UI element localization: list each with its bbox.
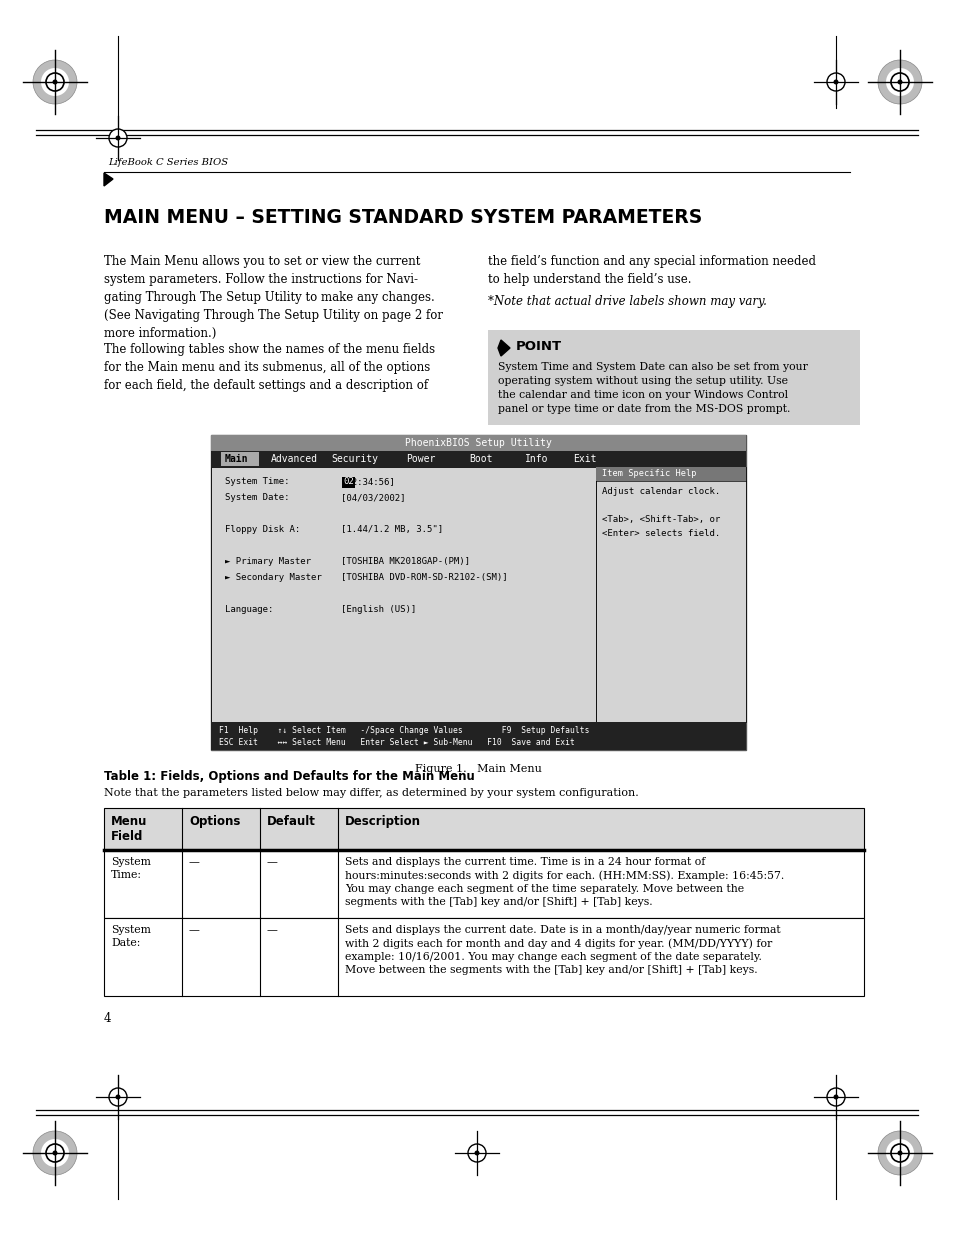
Circle shape (833, 1094, 838, 1099)
Text: the field’s function and any special information needed
to help understand the f: the field’s function and any special inf… (488, 254, 815, 287)
Text: The following tables show the names of the menu fields
for the Main menu and its: The following tables show the names of t… (104, 343, 435, 391)
Circle shape (109, 128, 127, 147)
Text: —: — (267, 925, 277, 935)
Bar (221, 452, 258, 466)
Text: System Time:: System Time: (225, 477, 289, 487)
Circle shape (826, 1088, 844, 1107)
Text: —: — (189, 857, 200, 867)
Circle shape (833, 79, 838, 84)
Text: Main: Main (225, 454, 248, 464)
Text: ► Secondary Master: ► Secondary Master (225, 573, 321, 582)
Text: Security: Security (331, 454, 377, 464)
Bar (211, 722, 745, 750)
Circle shape (890, 73, 908, 91)
Text: 4: 4 (104, 1011, 112, 1025)
Text: Options: Options (189, 815, 240, 827)
Circle shape (109, 1088, 127, 1107)
Circle shape (41, 1139, 69, 1167)
Bar (211, 467, 596, 722)
Text: Adjust calendar clock.

<Tab>, <Shift-Tab>, or
<Enter> selects field.: Adjust calendar clock. <Tab>, <Shift-Tab… (601, 487, 720, 537)
Text: Default: Default (267, 815, 315, 827)
Bar (211, 435, 745, 451)
Text: System
Time:: System Time: (111, 857, 151, 881)
Circle shape (474, 1151, 479, 1156)
Text: Language:: Language: (225, 605, 274, 614)
Text: —: — (189, 925, 200, 935)
Polygon shape (497, 340, 510, 356)
Circle shape (890, 1144, 908, 1162)
Text: Power: Power (406, 454, 435, 464)
Bar (211, 435, 745, 750)
Text: [TOSHIBA MK2018GAP-(PM)]: [TOSHIBA MK2018GAP-(PM)] (340, 557, 470, 566)
Text: Menu
Field: Menu Field (111, 815, 147, 844)
Circle shape (877, 61, 921, 104)
Circle shape (33, 61, 77, 104)
Text: [English (US)]: [English (US)] (340, 605, 416, 614)
Text: Advanced: Advanced (271, 454, 317, 464)
Text: Description: Description (345, 815, 420, 827)
Text: ► Primary Master: ► Primary Master (225, 557, 311, 566)
Text: System Date:: System Date: (225, 493, 289, 501)
Circle shape (885, 68, 913, 96)
Text: —: — (267, 857, 277, 867)
Text: POINT: POINT (516, 340, 561, 353)
Bar (104, 918, 863, 995)
Circle shape (115, 1094, 120, 1099)
Circle shape (115, 136, 120, 141)
Circle shape (52, 79, 57, 84)
Text: Info: Info (524, 454, 548, 464)
Text: Exit: Exit (573, 454, 596, 464)
Text: Item Specific Help: Item Specific Help (601, 469, 696, 478)
Circle shape (468, 1144, 485, 1162)
Circle shape (897, 1151, 902, 1156)
Bar (488, 330, 859, 425)
Text: Note that the parameters listed below may differ, as determined by your system c: Note that the parameters listed below ma… (104, 788, 639, 798)
Circle shape (826, 73, 844, 91)
Circle shape (33, 1131, 77, 1174)
Text: PhoenixBIOS Setup Utility: PhoenixBIOS Setup Utility (405, 438, 552, 448)
Text: *Note that actual drive labels shown may vary.: *Note that actual drive labels shown may… (488, 295, 766, 308)
Text: Boot: Boot (469, 454, 492, 464)
Text: System Time and System Date can also be set from your
operating system without u: System Time and System Date can also be … (497, 362, 807, 414)
Text: Table 1: Fields, Options and Defaults for the Main Menu: Table 1: Fields, Options and Defaults fo… (104, 769, 475, 783)
Circle shape (46, 1144, 64, 1162)
Text: Floppy Disk A:: Floppy Disk A: (225, 525, 300, 534)
Text: [TOSHIBA DVD-ROM-SD-R2102-(SM)]: [TOSHIBA DVD-ROM-SD-R2102-(SM)] (340, 573, 507, 582)
Bar (104, 850, 863, 918)
Circle shape (52, 1151, 57, 1156)
Text: 02: 02 (343, 477, 354, 487)
Text: F1  Help    ↑↓ Select Item   -/Space Change Values        F9  Setup Defaults: F1 Help ↑↓ Select Item -/Space Change Va… (219, 726, 589, 735)
Polygon shape (104, 173, 112, 186)
Bar (341, 477, 355, 488)
Text: LifeBook C Series BIOS: LifeBook C Series BIOS (108, 158, 228, 167)
Text: [1.44/1.2 MB, 3.5"]: [1.44/1.2 MB, 3.5"] (340, 525, 442, 534)
Bar (596, 467, 745, 722)
Bar (104, 808, 863, 850)
Text: The Main Menu allows you to set or view the current
system parameters. Follow th: The Main Menu allows you to set or view … (104, 254, 442, 340)
Circle shape (885, 1139, 913, 1167)
Text: Sets and displays the current date. Date is in a month/day/year numeric format
w: Sets and displays the current date. Date… (345, 925, 780, 976)
Text: [04/03/2002]: [04/03/2002] (340, 493, 405, 501)
Bar (596, 467, 745, 480)
Text: [02:34:56]: [02:34:56] (340, 477, 395, 487)
Text: ESC Exit    ↔↔ Select Menu   Enter Select ► Sub-Menu   F10  Save and Exit: ESC Exit ↔↔ Select Menu Enter Select ► S… (219, 739, 575, 747)
Text: System
Date:: System Date: (111, 925, 151, 948)
Bar (211, 451, 745, 467)
Circle shape (877, 1131, 921, 1174)
Circle shape (46, 73, 64, 91)
Text: Sets and displays the current time. Time is in a 24 hour format of
hours:minutes: Sets and displays the current time. Time… (345, 857, 783, 908)
Text: MAIN MENU – SETTING STANDARD SYSTEM PARAMETERS: MAIN MENU – SETTING STANDARD SYSTEM PARA… (104, 207, 701, 227)
Circle shape (897, 79, 902, 84)
Circle shape (41, 68, 69, 96)
Text: Figure 1.   Main Menu: Figure 1. Main Menu (415, 764, 541, 774)
